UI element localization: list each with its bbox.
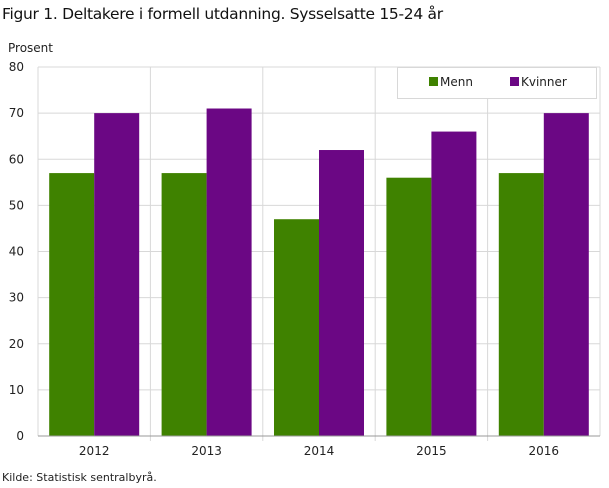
y-tick-label: 80 xyxy=(9,60,24,74)
y-tick-label: 30 xyxy=(9,291,24,305)
bar-kvinner-2012 xyxy=(94,113,140,436)
x-tick-label: 2012 xyxy=(79,444,110,458)
y-tick-label: 0 xyxy=(16,429,24,443)
legend-label-kvinner: Kvinner xyxy=(521,75,567,89)
y-axis-label: Prosent xyxy=(8,41,53,55)
legend-swatch-menn xyxy=(429,77,438,86)
x-tick-label: 2014 xyxy=(304,444,335,458)
x-tick-label: 2016 xyxy=(529,444,560,458)
x-tick-label: 2015 xyxy=(416,444,447,458)
chart-title: Figur 1. Deltakere i formell utdanning. … xyxy=(2,5,443,23)
y-tick-label: 50 xyxy=(9,198,24,212)
bar-menn-2016 xyxy=(498,173,544,436)
bar-kvinner-2014 xyxy=(319,150,364,436)
bar-menn-2015 xyxy=(386,177,432,436)
y-tick-label: 70 xyxy=(9,106,24,120)
bar-kvinner-2013 xyxy=(206,108,252,436)
y-tick-label: 40 xyxy=(9,245,24,259)
bar-menn-2014 xyxy=(274,219,319,436)
legend-label-menn: Menn xyxy=(440,75,473,89)
legend: Menn Kvinner xyxy=(397,67,597,99)
x-tick-label: 2013 xyxy=(191,444,222,458)
legend-swatch-kvinner xyxy=(510,77,519,86)
bar-menn-2012 xyxy=(49,173,95,436)
source-note: Kilde: Statistisk sentralbyrå. xyxy=(2,471,157,484)
bar-menn-2013 xyxy=(161,173,207,436)
bar-kvinner-2015 xyxy=(431,131,477,436)
y-tick-label: 10 xyxy=(9,383,24,397)
y-tick-label: 20 xyxy=(9,337,24,351)
y-tick-label: 60 xyxy=(9,152,24,166)
bar-kvinner-2016 xyxy=(543,113,589,436)
